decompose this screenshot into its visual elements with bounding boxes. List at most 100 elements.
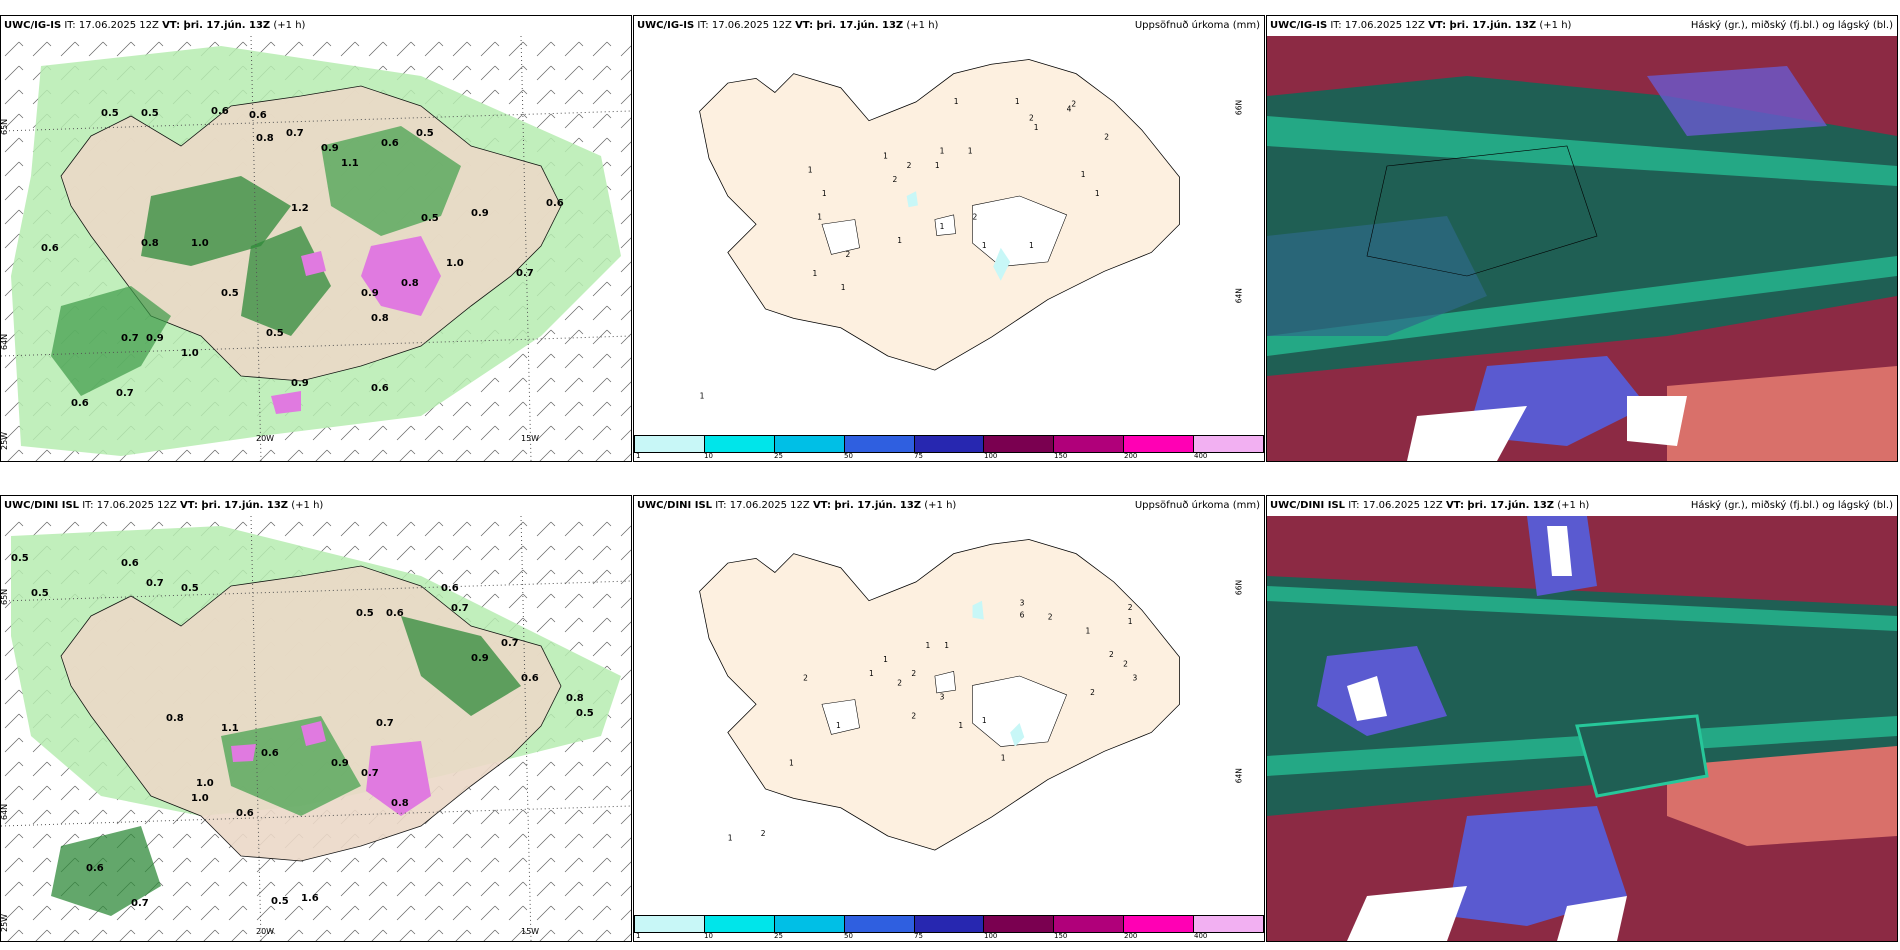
value-label: 3 xyxy=(1020,598,1025,607)
panel-precip-top: UWC/IG-IS IT: 17.06.2025 12Z VT: þri. 17… xyxy=(633,15,1265,462)
value-label: 1 xyxy=(1015,97,1020,106)
valid-time: VT: þri. 17.jún. 13Z xyxy=(162,20,271,31)
colorbar-segment xyxy=(634,915,705,933)
lat-label: 64N xyxy=(1235,768,1244,783)
colorbar-segment xyxy=(984,435,1055,453)
value-label: 0.6 xyxy=(381,138,399,149)
value-label: 1 xyxy=(1095,189,1100,198)
value-label: 0.5 xyxy=(266,328,284,339)
lat-label: 66N xyxy=(1235,100,1244,115)
value-label: 2 xyxy=(1071,100,1076,109)
colorbar-label: 50 xyxy=(844,932,853,940)
colorbar-segment xyxy=(1054,435,1125,453)
value-label: 0.9 xyxy=(331,758,349,769)
model-name: UWC/IG-IS xyxy=(1270,20,1328,31)
panel-subtitle: Uppsöfnuð úrkoma (mm) xyxy=(1134,20,1260,31)
value-label: 0.5 xyxy=(141,108,159,119)
value-label: 1.1 xyxy=(221,723,239,734)
value-label: 0.6 xyxy=(441,583,459,594)
panel-precip-bottom: UWC/DINI ISL IT: 17.06.2025 12Z VT: þri.… xyxy=(633,495,1265,942)
value-label: 2 xyxy=(897,678,902,687)
value-label: 1 xyxy=(940,147,945,156)
value-label: 2 xyxy=(1109,650,1114,659)
value-label: 0.7 xyxy=(361,768,379,779)
precip-map: 1 2 1 2 2 1 1 1 1 1 4 2 2 1 1 1 1 2 1 1 … xyxy=(699,59,1244,400)
value-label: 1 xyxy=(935,161,940,170)
value-label: 2 xyxy=(911,711,916,720)
value-label: 0.9 xyxy=(146,333,164,344)
value-label: 0.8 xyxy=(391,798,409,809)
value-label: 1 xyxy=(883,655,888,664)
colorbar-label: 25 xyxy=(774,932,783,940)
lat-label: 64N xyxy=(1,334,9,350)
value-label: 0.5 xyxy=(356,608,374,619)
value-label: 1.1 xyxy=(341,158,359,169)
model-name: UWC/DINI ISL xyxy=(4,500,80,511)
lat-label: 25W xyxy=(1,432,9,450)
value-label: 0.6 xyxy=(521,673,539,684)
value-label: 0.6 xyxy=(386,608,404,619)
value-label: 0.8 xyxy=(566,693,584,704)
valid-time: VT: þri. 17.jún. 13Z xyxy=(1445,500,1555,511)
precip-colorbar xyxy=(634,435,1264,453)
lon-label: 15W xyxy=(521,434,539,443)
value-label: 1.0 xyxy=(196,778,214,789)
value-label: 2 xyxy=(893,175,898,184)
value-label: 1 xyxy=(1081,170,1086,179)
value-label: 0.6 xyxy=(546,198,564,209)
panel-clouds-bottom: UWC/DINI ISL IT: 17.06.2025 12Z VT: þri.… xyxy=(1266,495,1898,942)
value-label: 2 xyxy=(1048,613,1053,622)
lat-label: 65N xyxy=(1,589,9,605)
valid-time: VT: þri. 17.jún. 13Z xyxy=(812,500,922,511)
colorbar-segment xyxy=(1054,915,1125,933)
value-label: 0.6 xyxy=(261,748,279,759)
panel-wind-bottom: UWC/DINI ISL IT: 17.06.2025 12Z VT: þri.… xyxy=(0,495,632,942)
value-label: 1 xyxy=(789,758,794,767)
value-label: 1 xyxy=(836,721,841,730)
colorbar-label: 150 xyxy=(1054,452,1068,460)
valid-time: VT: þri. 17.jún. 13Z xyxy=(795,20,904,31)
precip-values: 0.5 0.5 0.6 0.7 0.5 0.6 0.7 0.5 0.6 0.7 … xyxy=(11,553,594,909)
value-label: 1 xyxy=(813,269,818,278)
colorbar-label: 75 xyxy=(914,452,923,460)
value-label: 1 xyxy=(1128,617,1133,626)
value-label: 2 xyxy=(1090,688,1095,697)
value-label: 0.7 xyxy=(131,898,149,909)
value-label: 0.8 xyxy=(141,238,159,249)
init-time: IT: 17.06.2025 12Z xyxy=(64,20,159,31)
value-label: 2 xyxy=(1128,603,1133,612)
value-label: 0.7 xyxy=(451,603,469,614)
value-label: 3 xyxy=(940,693,945,702)
value-label: 0.9 xyxy=(471,208,489,219)
value-label: 0.6 xyxy=(86,863,104,874)
value-label: 0.6 xyxy=(249,110,267,121)
value-label: 1 xyxy=(982,241,987,250)
colorbar-label: 75 xyxy=(914,932,923,940)
lead-time: (+1 h) xyxy=(1539,20,1572,31)
precip-map: 3 2 6 2 1 1 1 2 3 2 2 2 2 1 1 1 2 1 1 1 … xyxy=(699,539,1244,851)
value-label: 1.0 xyxy=(191,793,209,804)
panel-header: UWC/IG-IS IT: 17.06.2025 12Z VT: þri. 17… xyxy=(634,16,1264,36)
precip-colorbar xyxy=(634,915,1264,933)
lon-label: 20W xyxy=(256,434,274,443)
panel-header: UWC/DINI ISL IT: 17.06.2025 12Z VT: þri.… xyxy=(1267,496,1897,516)
value-label: 1 xyxy=(700,391,705,400)
value-label: 1 xyxy=(897,236,902,245)
model-name: UWC/DINI ISL xyxy=(1270,500,1346,511)
colorbar-labels: 1 10 25 50 75 100 150 200 400 xyxy=(634,932,1264,941)
colorbar-label: 200 xyxy=(1124,932,1138,940)
colorbar-label: 10 xyxy=(704,452,713,460)
value-label: 0.8 xyxy=(401,278,419,289)
value-label: 2 xyxy=(907,161,912,170)
colorbar-label: 10 xyxy=(704,932,713,940)
value-label: 1 xyxy=(925,641,930,650)
value-label: 1 xyxy=(982,716,987,725)
precip-values: 3 2 6 2 1 1 1 2 3 2 2 2 2 1 1 1 2 1 1 1 … xyxy=(728,598,1138,842)
value-label: 2 xyxy=(973,213,978,222)
value-label: 1 xyxy=(822,189,827,198)
value-label: 2 xyxy=(911,669,916,678)
precip-values: 0.5 0.5 0.6 0.6 0.7 0.6 0.5 0.9 0.8 1.2 … xyxy=(41,106,564,409)
value-label: 0.8 xyxy=(256,133,274,144)
value-label: 1 xyxy=(808,165,813,174)
colorbar-segment xyxy=(704,435,775,453)
